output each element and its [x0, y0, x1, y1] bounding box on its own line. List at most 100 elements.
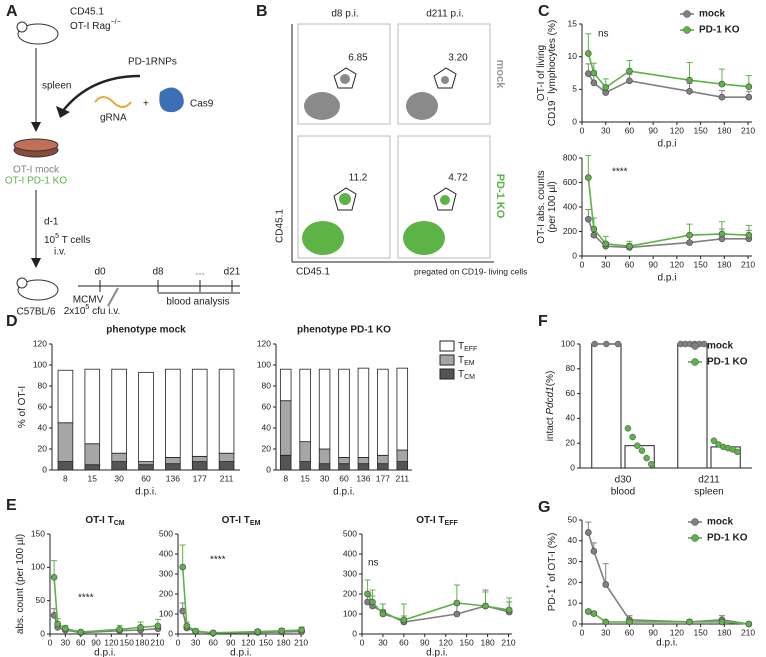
x-tick-label: 150: [694, 259, 708, 269]
gate-value: 3.20: [448, 53, 468, 64]
text-part: OT-I Rag: [70, 21, 111, 32]
data-point: [585, 174, 592, 181]
bar-segment: [84, 443, 101, 466]
bar-segment: [57, 422, 74, 462]
y-tick-label: 0: [570, 462, 575, 472]
x-tick-label: 30: [601, 125, 611, 135]
text-part: (per 100 µl): [547, 181, 558, 232]
timeline-label: d8: [152, 267, 164, 278]
data-point: [718, 230, 726, 238]
text-part: Pdcd1: [545, 386, 556, 414]
flow-column: d211 p.i.: [426, 9, 464, 20]
y-tick-label: 20: [568, 577, 578, 587]
x-tick-label: 150: [259, 637, 273, 647]
y-tick-label: 60: [38, 401, 48, 411]
schematic: CD45.1 OT-I Rag−/− spleen PD-1RNPs gRNA …: [5, 7, 241, 318]
gate-value: 4.72: [448, 173, 468, 184]
text-part: OT-I abs. counts: [536, 170, 547, 243]
text-part: OT-I T: [222, 515, 250, 526]
x-axis-label: d.p.i.: [230, 648, 252, 657]
y-tick-label: 0: [40, 628, 45, 638]
gate: [433, 67, 457, 89]
data-point: [686, 76, 693, 84]
data-point: [179, 563, 186, 571]
data-point: [626, 618, 633, 626]
gate: [333, 187, 357, 211]
data-point: [590, 610, 598, 617]
data-point: [602, 84, 610, 91]
y-tick-label: 40: [566, 413, 576, 423]
y-tick-label: 80: [566, 363, 576, 373]
data-point: [585, 70, 592, 77]
chart-title: OT-I TEFF: [416, 515, 458, 528]
legend-label: mock: [707, 341, 734, 352]
legend-swatch: [439, 354, 455, 366]
y-tick-label: 200: [563, 226, 577, 236]
y-tick-label: 5: [572, 84, 577, 94]
legend-label: mock: [699, 9, 726, 20]
data-point: [602, 618, 610, 626]
data-point: [686, 239, 693, 246]
legend-marker: [691, 342, 699, 350]
data-point: [183, 622, 191, 630]
x-axis-label: d.p.i.: [135, 487, 157, 498]
bar-segment: [396, 461, 409, 471]
legend-marker: [691, 358, 699, 366]
flow-x-axis: CD45.1: [296, 267, 330, 278]
y-tick-label: 0: [42, 464, 47, 474]
legend-label: PD-1 KO: [707, 533, 748, 544]
gated-population: [440, 195, 450, 205]
x-tick-label: 150: [460, 637, 474, 647]
x-tick-label: 210: [741, 259, 755, 269]
bar-segment: [279, 400, 292, 456]
bar-segment: [299, 461, 311, 471]
data-point: [686, 231, 693, 239]
mouse-icon: [17, 23, 59, 45]
y-tick-label: 600: [563, 177, 577, 187]
data-point: [278, 627, 286, 635]
x-tick-label: 90: [420, 637, 430, 647]
plus: +: [143, 99, 149, 110]
data-point: [453, 599, 461, 607]
bar-segment: [318, 368, 331, 450]
data-point: [54, 620, 61, 628]
data-point: [629, 433, 636, 441]
x-tick-label: 60: [141, 473, 151, 483]
timeline-label: …: [195, 267, 205, 278]
x-tick-label: 120: [241, 637, 255, 647]
legend-swatch: [439, 340, 455, 352]
data-point: [179, 607, 186, 615]
chart-title: OT-I TCM: [85, 515, 124, 528]
text-part: CM: [464, 374, 475, 381]
flow-y-axis: CD45.1: [275, 209, 286, 243]
text-part: EFF: [464, 346, 477, 353]
organ: spleen: [42, 81, 71, 92]
x-tick-label: 30: [601, 627, 611, 637]
data-point: [590, 69, 598, 77]
y-tick-label: 20: [38, 443, 48, 453]
data-point: [603, 340, 610, 348]
gated-population: [340, 74, 350, 84]
data-point: [734, 448, 741, 456]
y-tick-label: 500: [343, 528, 357, 538]
series-line: [587, 532, 749, 625]
data-point: [602, 240, 610, 248]
x-tick-label: 90: [648, 259, 658, 269]
data-point: [379, 610, 387, 618]
grna-label: gRNA: [100, 113, 127, 124]
data-point: [254, 628, 262, 635]
flow-row: mock: [494, 60, 506, 90]
y-tick-label: 0: [572, 116, 577, 126]
text-part: T: [458, 369, 464, 380]
bar-segment: [138, 464, 154, 471]
bar-segment: [138, 461, 154, 466]
y-tick-label: 100: [343, 608, 357, 618]
x-axis-label: d.p.i: [658, 139, 677, 150]
y-tick-label: 50: [36, 595, 46, 605]
gate: [333, 67, 357, 89]
bar-segment: [396, 449, 409, 462]
x-tick-label: 30: [114, 473, 124, 483]
legend-label: mock: [707, 517, 734, 528]
flow-note: pregated on CD19- living cells: [414, 266, 527, 276]
bar-segment: [165, 456, 181, 465]
